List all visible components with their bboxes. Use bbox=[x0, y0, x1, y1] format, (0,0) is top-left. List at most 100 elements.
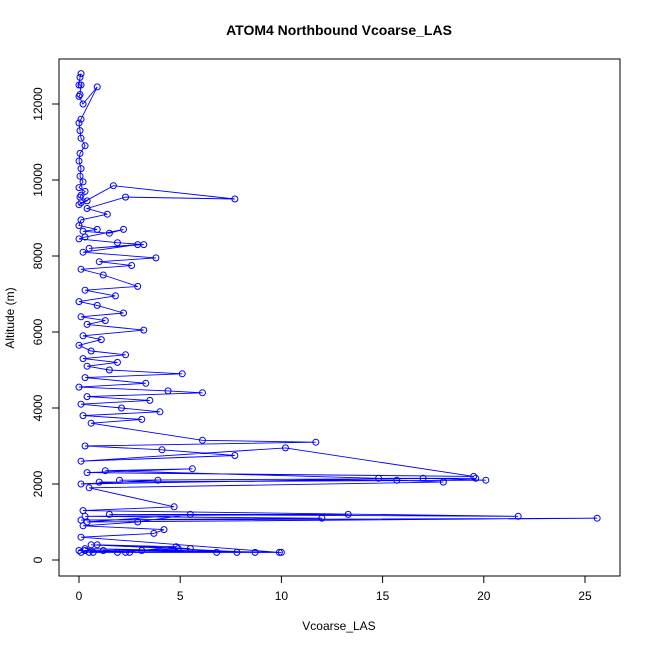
data-point bbox=[77, 265, 85, 273]
data-point bbox=[120, 225, 128, 233]
data-point bbox=[77, 115, 85, 123]
data-point bbox=[83, 518, 91, 526]
data-point bbox=[77, 70, 85, 78]
data-point bbox=[93, 541, 101, 549]
data-point bbox=[97, 336, 105, 344]
data-point bbox=[77, 533, 85, 541]
data-point bbox=[77, 134, 85, 142]
data-point bbox=[103, 210, 111, 218]
data-point bbox=[118, 404, 126, 412]
x-tick-label: 15 bbox=[376, 589, 390, 603]
data-point bbox=[231, 452, 239, 459]
data-point bbox=[105, 229, 113, 237]
data-point bbox=[77, 480, 85, 488]
data-point bbox=[134, 518, 142, 526]
data-point bbox=[77, 457, 85, 465]
data-point bbox=[514, 512, 522, 520]
y-tick-label: 6000 bbox=[31, 318, 45, 345]
data-point bbox=[138, 415, 146, 423]
data-point bbox=[419, 474, 427, 482]
data-point bbox=[126, 548, 134, 556]
data-point bbox=[83, 393, 91, 401]
data-point bbox=[83, 362, 91, 370]
data-point bbox=[375, 474, 383, 482]
data-point bbox=[154, 476, 162, 484]
data-point bbox=[75, 119, 83, 127]
data-point bbox=[89, 548, 97, 556]
data-point bbox=[482, 476, 490, 484]
data-point bbox=[83, 205, 91, 212]
data-point bbox=[470, 472, 478, 480]
data-point bbox=[81, 374, 89, 382]
data-point bbox=[75, 298, 83, 306]
data-point bbox=[81, 545, 89, 553]
data-point bbox=[79, 332, 87, 340]
data-point bbox=[77, 199, 85, 207]
data-point bbox=[93, 225, 101, 233]
data-point bbox=[186, 510, 194, 518]
data-point bbox=[79, 412, 87, 420]
data-point bbox=[81, 233, 89, 241]
data-point bbox=[81, 187, 89, 195]
data-point bbox=[95, 258, 103, 266]
data-point bbox=[213, 548, 221, 556]
x-axis: 0 5 10 15 20 25 bbox=[76, 575, 592, 603]
data-point bbox=[93, 83, 101, 91]
data-point bbox=[76, 73, 84, 81]
data-point bbox=[81, 142, 89, 150]
series-layer bbox=[75, 70, 601, 556]
data-point bbox=[593, 514, 601, 522]
data-point bbox=[138, 547, 146, 554]
y-tick-label: 2000 bbox=[31, 470, 45, 497]
data-point bbox=[140, 326, 148, 334]
data-point bbox=[77, 313, 85, 321]
data-point bbox=[439, 478, 447, 486]
data-point bbox=[75, 383, 83, 391]
series-line bbox=[77, 73, 598, 553]
data-point bbox=[81, 286, 89, 294]
data-point bbox=[150, 529, 158, 537]
data-point bbox=[75, 235, 83, 243]
data-point bbox=[318, 514, 326, 522]
y-tick-label: 8000 bbox=[31, 242, 45, 269]
data-point bbox=[77, 81, 85, 89]
data-point bbox=[186, 545, 194, 553]
y-tick-label: 12000 bbox=[31, 87, 45, 121]
x-tick-label: 0 bbox=[76, 589, 83, 603]
data-point bbox=[76, 149, 84, 157]
data-point bbox=[178, 370, 186, 378]
data-point bbox=[75, 341, 83, 349]
data-point bbox=[75, 184, 83, 192]
x-tick-label: 20 bbox=[477, 589, 491, 603]
data-point bbox=[111, 292, 119, 300]
data-point bbox=[105, 366, 113, 374]
data-point bbox=[146, 396, 154, 404]
y-tick-label: 10000 bbox=[31, 163, 45, 197]
data-point bbox=[198, 389, 206, 397]
data-point bbox=[75, 92, 83, 100]
data-point bbox=[231, 195, 239, 203]
data-point bbox=[83, 320, 91, 328]
chart-title: ATOM4 Northbound Vcoarse_LAS bbox=[226, 22, 452, 38]
data-point bbox=[128, 262, 136, 269]
data-point bbox=[85, 484, 93, 492]
data-point bbox=[101, 317, 109, 325]
data-point bbox=[142, 379, 150, 387]
data-point bbox=[93, 301, 101, 309]
data-point bbox=[198, 436, 206, 444]
data-point bbox=[77, 165, 85, 173]
data-point bbox=[76, 172, 84, 180]
x-axis-label: Vcoarse_LAS bbox=[302, 619, 375, 633]
data-point bbox=[87, 347, 95, 355]
y-axis: 0 2000 4000 6000 8000 10000 12000 bbox=[31, 87, 60, 563]
data-point bbox=[75, 201, 83, 209]
data-point bbox=[160, 526, 168, 534]
data-point bbox=[105, 510, 113, 518]
y-tick-label: 4000 bbox=[31, 394, 45, 421]
data-point bbox=[113, 239, 121, 247]
data-point bbox=[134, 282, 142, 290]
data-point bbox=[170, 503, 178, 511]
x-tick-label: 25 bbox=[578, 589, 592, 603]
data-point bbox=[76, 127, 84, 135]
